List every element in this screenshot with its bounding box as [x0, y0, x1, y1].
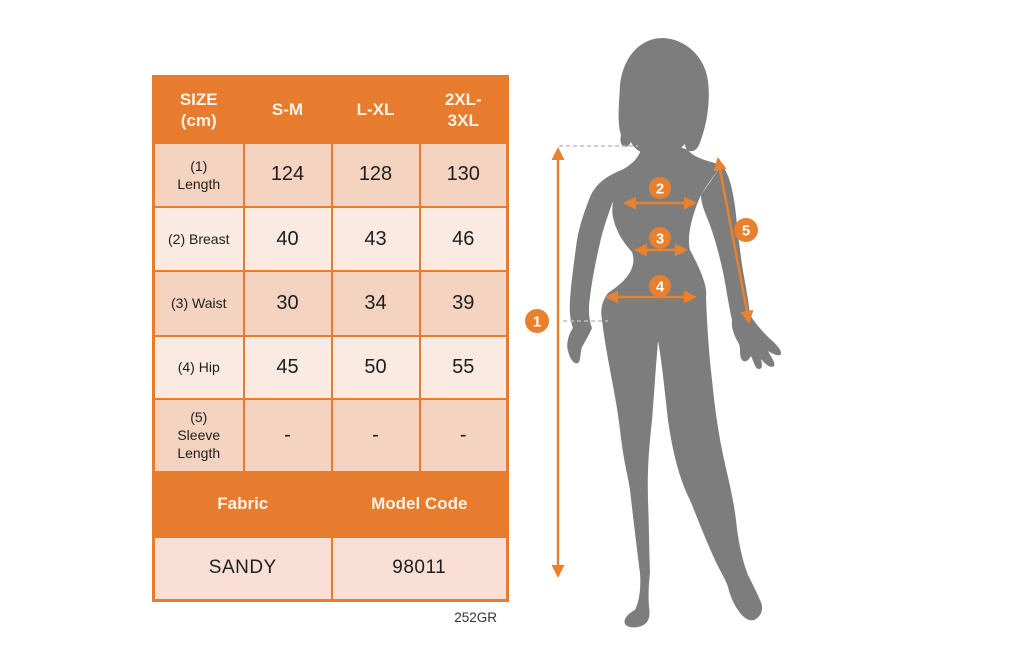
cell-hip-sm: 45	[242, 334, 333, 400]
row-label-hip: (4) Hip	[152, 334, 245, 400]
table-row-breast: (2) Breast 40 43 46	[152, 206, 509, 273]
marker-number-3: 3	[656, 231, 664, 248]
cell-breast-sm: 40	[242, 206, 333, 273]
header-cell-size-cm: SIZE (cm)	[152, 75, 244, 144]
model-code-header-cell: Model Code	[330, 470, 509, 538]
model-code-value-cell: 98011	[330, 535, 509, 602]
cell-length-sm: 124	[242, 141, 333, 209]
footer-header-row: Fabric Model Code	[152, 470, 509, 538]
cell-hip-2xl3xl: 55	[418, 334, 509, 400]
table-row-hip: (4) Hip 45 50 55	[152, 334, 509, 400]
marker-number-5: 5	[742, 223, 750, 240]
cell-waist-lxl: 34	[330, 270, 421, 337]
marker-number-2: 2	[656, 181, 664, 198]
marker-circle-1	[525, 309, 549, 333]
marker-number-1: 1	[533, 314, 541, 331]
cell-breast-2xl3xl: 46	[418, 206, 509, 273]
cell-sleeve-lxl: -	[330, 397, 421, 473]
cell-sleeve-sm: -	[242, 397, 333, 473]
cell-length-2xl3xl: 130	[418, 141, 509, 209]
cell-waist-2xl3xl: 39	[418, 270, 509, 337]
body-silhouette	[567, 38, 782, 628]
size-chart-header: SIZE (cm) S-M L-XL 2XL- 3XL	[152, 75, 509, 144]
footer-values-row: SANDY 98011	[152, 535, 509, 602]
table-row-length: (1) Length 124 128 130	[152, 141, 509, 209]
product-weight-label: 252GR	[454, 610, 497, 625]
header-cell-l-xl: L-XL	[330, 75, 420, 144]
row-label-sleeve-length: (5) Sleeve Length	[152, 397, 245, 473]
cell-sleeve-2xl3xl: -	[418, 397, 509, 473]
silhouette-head	[618, 38, 709, 155]
marker-circle-3	[649, 227, 671, 249]
cell-length-lxl: 128	[330, 141, 421, 209]
header-cell-2xl-3xl: 2XL- 3XL	[418, 75, 509, 144]
header-cell-s-m: S-M	[242, 75, 332, 144]
cell-breast-lxl: 43	[330, 206, 421, 273]
table-row-sleeve-length: (5) Sleeve Length - - -	[152, 397, 509, 473]
row-label-waist: (3) Waist	[152, 270, 245, 337]
table-row-waist: (3) Waist 30 34 39	[152, 270, 509, 337]
header-row: SIZE (cm) S-M L-XL 2XL- 3XL	[152, 75, 509, 144]
marker-badges: 1 2 3 4 5	[525, 177, 758, 333]
fabric-value-cell: SANDY	[152, 535, 333, 602]
cell-waist-sm: 30	[242, 270, 333, 337]
marker-circle-2	[649, 177, 671, 199]
body-measurement-diagram: 1 2 3 4 5	[515, 25, 800, 640]
marker-number-4: 4	[656, 279, 665, 296]
marker-circle-4	[649, 275, 671, 297]
row-label-length: (1) Length	[152, 141, 245, 209]
silhouette-left-arm	[567, 169, 624, 364]
marker-circle-5	[734, 218, 758, 242]
measurement-arrow-sleeve	[713, 157, 754, 324]
silhouette-right-arm	[701, 165, 782, 369]
silhouette-torso-legs	[601, 143, 763, 628]
row-label-breast: (2) Breast	[152, 206, 245, 273]
cell-hip-lxl: 50	[330, 334, 421, 400]
size-chart-table: SIZE (cm) S-M L-XL 2XL- 3XL (1) Length 1…	[152, 75, 509, 602]
fabric-header-cell: Fabric	[152, 470, 332, 538]
